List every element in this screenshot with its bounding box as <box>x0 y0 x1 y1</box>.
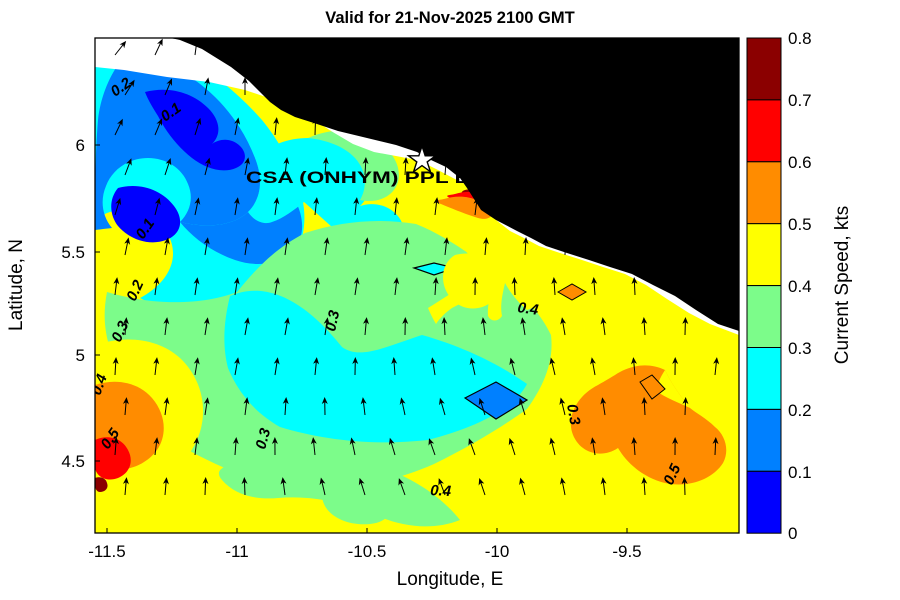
svg-text:5.5: 5.5 <box>61 243 85 262</box>
svg-text:0.2: 0.2 <box>788 401 812 420</box>
svg-text:0.4: 0.4 <box>516 299 540 319</box>
svg-text:0.7: 0.7 <box>788 91 812 110</box>
svg-text:0: 0 <box>788 524 797 543</box>
svg-text:-10.5: -10.5 <box>348 542 387 561</box>
svg-text:4.5: 4.5 <box>61 452 85 471</box>
svg-text:0.6: 0.6 <box>788 153 812 172</box>
svg-text:-9.5: -9.5 <box>612 542 641 561</box>
svg-text:-11.5: -11.5 <box>88 542 126 561</box>
svg-text:0.5: 0.5 <box>788 215 812 234</box>
svg-text:Current Speed, kts: Current Speed, kts <box>832 206 853 364</box>
svg-text:5: 5 <box>76 346 85 365</box>
svg-text:0.4: 0.4 <box>788 277 812 296</box>
svg-text:-11: -11 <box>225 542 248 561</box>
svg-text:0.3: 0.3 <box>788 339 812 358</box>
svg-text:0.8: 0.8 <box>788 29 812 48</box>
svg-text:6: 6 <box>76 136 85 155</box>
svg-text:0.4: 0.4 <box>430 482 452 500</box>
svg-text:CSA (ONHYM) PPL EDP: CSA (ONHYM) PPL EDP <box>246 168 501 187</box>
svg-text:Longitude, E: Longitude, E <box>397 569 504 590</box>
svg-text:Latitude, N: Latitude, N <box>6 239 27 331</box>
svg-text:0.1: 0.1 <box>788 463 812 482</box>
svg-text:-10: -10 <box>485 542 510 561</box>
svg-text:Valid for 21-Nov-2025 2100 GMT: Valid for 21-Nov-2025 2100 GMT <box>325 9 574 27</box>
